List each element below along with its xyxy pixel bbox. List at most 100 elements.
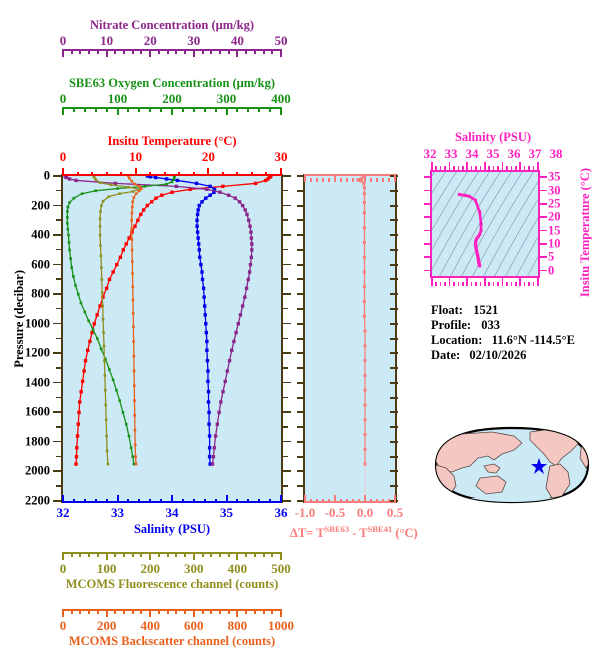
pressure-tick-label: 200 (31, 198, 50, 213)
major-tick (192, 552, 195, 560)
metadata-row-date: Date: 02/10/2026 (431, 348, 575, 363)
major-tick (225, 107, 228, 115)
pressure-minor-tick-right (282, 485, 288, 487)
delta-t-side-tick (390, 381, 398, 384)
pressure-tick-label: 400 (31, 227, 50, 242)
ts-diagram-plot[interactable] (432, 172, 538, 276)
ts-top-ticks (431, 162, 539, 170)
ts-right-border (538, 170, 540, 278)
delta-t-plot[interactable] (305, 176, 395, 501)
minor-tick (131, 609, 134, 614)
major-tick (537, 162, 539, 170)
minor-tick (201, 609, 204, 614)
pressure-tick-right (282, 381, 291, 384)
minor-tick (218, 49, 221, 54)
minor-tick (149, 499, 152, 503)
minor-tick (475, 282, 477, 286)
pressure-minor-tick (56, 367, 62, 369)
minor-tick (479, 282, 482, 286)
major-tick (116, 495, 119, 503)
tick-label: 200 (140, 561, 160, 576)
minor-tick (492, 166, 495, 170)
minor-tick (166, 552, 169, 557)
ts-salinity-axis-title: Salinity (PSU) (454, 130, 532, 144)
minor-tick (247, 499, 250, 503)
pressure-minor-tick (56, 396, 62, 399)
minor-tick (532, 282, 535, 286)
ts-temperature-tick (539, 203, 547, 205)
isopycnal-line (432, 172, 437, 276)
pressure-tick-label: 2200 (25, 493, 50, 508)
delta-t-side-tick (390, 485, 398, 488)
minor-tick (72, 499, 75, 503)
delta-t-side-tick (297, 248, 305, 251)
salinity-axis-ticks (62, 495, 282, 503)
major-tick (105, 609, 108, 617)
profile-label: Profile: (431, 318, 472, 332)
major-tick (280, 49, 282, 57)
delta-t-side-tick (297, 455, 305, 458)
delta-t-side-tick (390, 189, 398, 192)
oxygen-tick-labels: 0 100 200 300 400 (60, 91, 291, 106)
delta-t-side-tick (390, 248, 398, 251)
minor-tick (227, 609, 230, 614)
minor-tick (105, 172, 108, 176)
delta-t-side-tick (390, 352, 398, 355)
profile-series (145, 176, 217, 466)
minor-tick (105, 107, 108, 112)
minor-tick (475, 166, 477, 170)
ts-temperature-tick (424, 256, 432, 258)
minor-tick (506, 282, 508, 286)
delta-t-side-tick (297, 189, 305, 192)
minor-tick (258, 107, 261, 112)
minor-tick (532, 166, 535, 170)
minor-tick (127, 499, 130, 503)
minor-tick (315, 499, 318, 503)
minor-tick (528, 282, 530, 286)
minor-tick (203, 107, 206, 112)
minor-tick (236, 172, 239, 176)
pressure-minor-tick-right (282, 337, 288, 339)
tick-label: 0.5 (386, 505, 404, 520)
ts-temperature-tick-label: 35 (548, 169, 561, 184)
major-tick (394, 174, 396, 182)
minor-tick (315, 178, 318, 182)
minor-tick (514, 166, 517, 170)
delta-t-side-tick (390, 337, 398, 340)
tick-label: 33 (111, 505, 124, 520)
tick-label: 300 (216, 91, 237, 106)
tick-label: 100 (96, 561, 117, 576)
pressure-tick-label: 600 (31, 257, 50, 272)
minor-tick (435, 282, 437, 286)
delta-t-side-tick (297, 204, 305, 207)
minor-tick (218, 552, 221, 557)
minor-tick (453, 282, 455, 286)
major-tick (280, 609, 282, 617)
minor-tick (157, 552, 160, 557)
delta-t-side-tick (297, 367, 305, 370)
minor-tick (160, 107, 163, 112)
pressure-tick (53, 500, 62, 502)
pressure-tick-right (282, 234, 291, 236)
minor-tick (96, 609, 99, 614)
minor-tick (262, 609, 265, 614)
minor-tick (123, 49, 126, 54)
minor-tick (358, 178, 360, 182)
minor-tick (175, 609, 178, 614)
main-profile-plot[interactable] (63, 176, 281, 501)
minor-tick (114, 609, 117, 614)
pressure-minor-tick (56, 337, 62, 339)
pressure-minor-tick-right (282, 426, 288, 428)
pressure-tick-right (282, 204, 291, 207)
minor-tick (91, 172, 94, 176)
temperature-axis-title: Insitu Temperature (°C) (107, 134, 237, 148)
delta-t-side-tick (297, 411, 305, 414)
minor-tick (201, 552, 204, 557)
world-map[interactable] (422, 410, 602, 520)
delta-t-title-part1: ΔT= T (290, 526, 325, 541)
minor-tick (70, 552, 73, 557)
delta-t-side-tick (297, 322, 305, 325)
major-tick (225, 495, 228, 503)
pressure-tick-label: 1000 (25, 316, 50, 331)
ts-temperature-tick-label: 0 (548, 263, 555, 278)
